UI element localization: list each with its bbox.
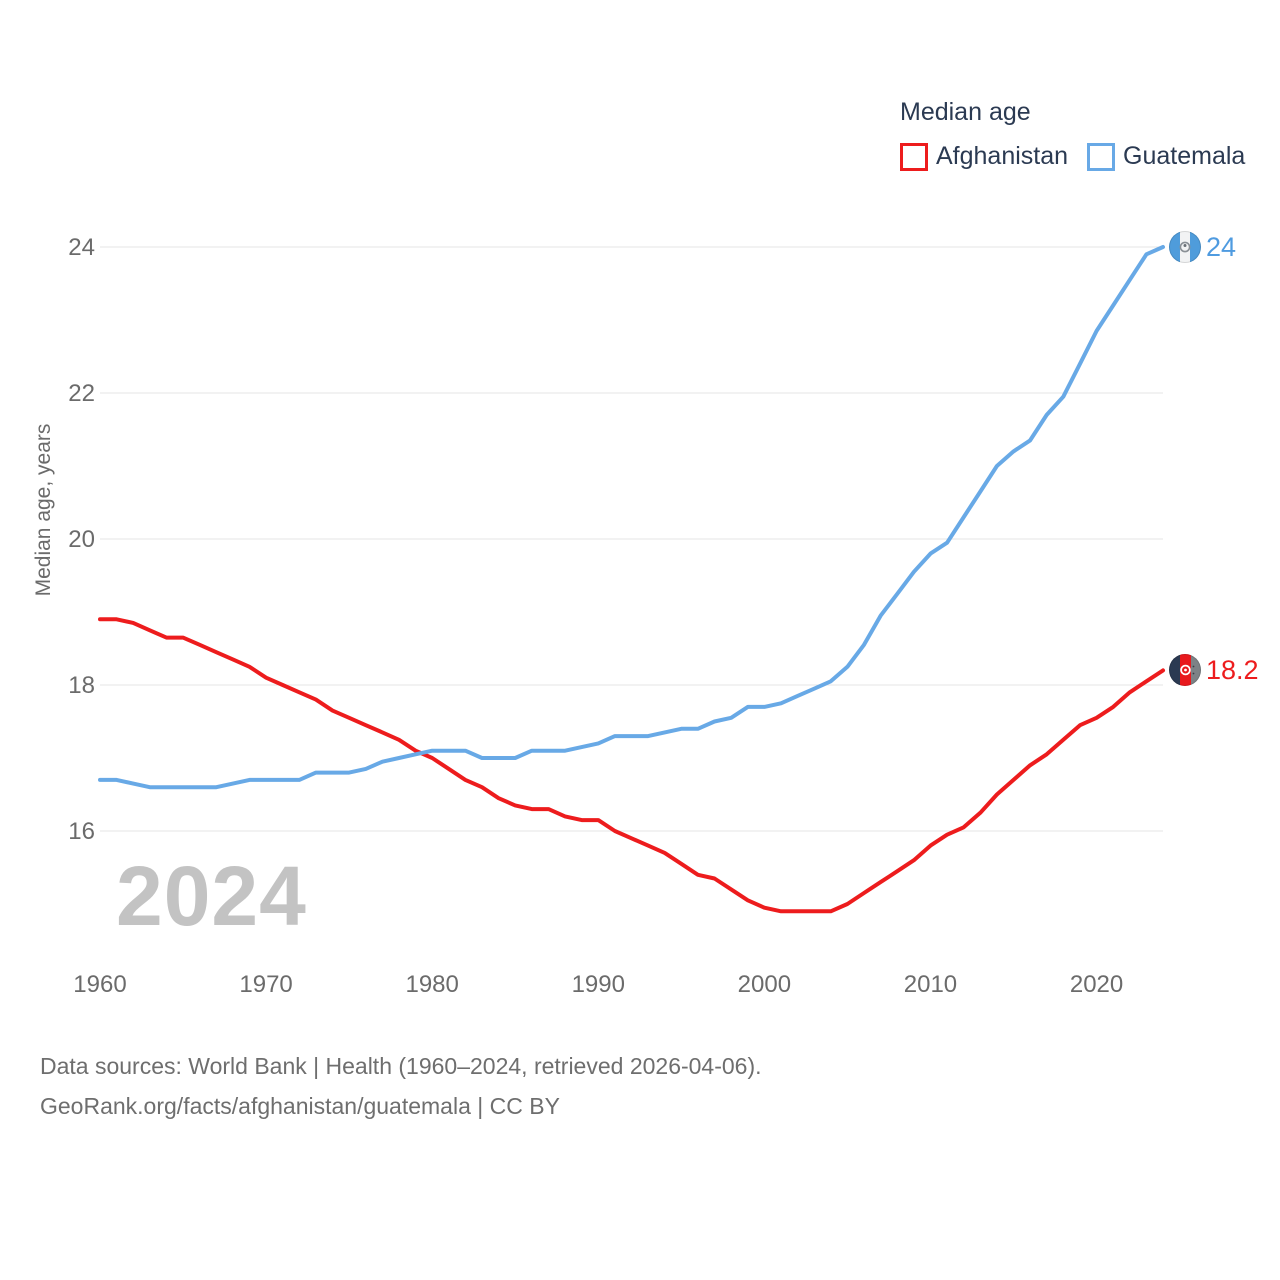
y-tick-24: 24 — [68, 234, 95, 261]
legend-item-guatemala[interactable]: Guatemala — [1087, 142, 1245, 171]
afghanistan-line[interactable] — [98, 617, 1165, 914]
afghanistan-flag-icon — [1169, 654, 1201, 686]
guatemala-line[interactable] — [98, 245, 1165, 790]
legend-row: Afghanistan Guatemala — [900, 142, 1245, 171]
y-tick-18: 18 — [68, 672, 95, 699]
legend-item-afghanistan[interactable]: Afghanistan — [900, 142, 1068, 171]
legend-label-guatemala: Guatemala — [1123, 142, 1246, 170]
afghanistan-swatch-icon — [900, 142, 928, 171]
y-tick-16: 16 — [68, 818, 95, 845]
x-tick-1960: 1960 — [73, 971, 126, 998]
x-tick-1980: 1980 — [405, 971, 458, 998]
x-tick-1970: 1970 — [239, 971, 292, 998]
guatemala-flag-icon — [1169, 231, 1201, 263]
legend: Median age Afghanistan Guatemala — [900, 98, 1245, 171]
y-tick-20: 20 — [68, 526, 95, 553]
x-tick-2020: 2020 — [1070, 971, 1123, 998]
legend-label-afghanistan: Afghanistan — [936, 142, 1069, 170]
chart-canvas: 16 18 20 22 24 1960 1970 1980 1990 2000 2010 2020 — [68, 234, 1165, 998]
year-watermark: 2024 — [116, 849, 307, 943]
guatemala-value-label: 24 — [1206, 232, 1237, 262]
y-tick-22: 22 — [68, 380, 95, 407]
x-tick-1990: 1990 — [572, 971, 625, 998]
footer: Data sources: World Bank | Health (1960–… — [40, 1046, 762, 1126]
guatemala-swatch-icon — [1087, 142, 1116, 171]
x-tick-2000: 2000 — [738, 971, 791, 998]
afghanistan-value-label: 18.2 — [1206, 655, 1259, 685]
x-tick-2010: 2010 — [904, 971, 957, 998]
footer-sources-line: Data sources: World Bank | Health (1960–… — [40, 1053, 762, 1079]
footer-attribution-line: GeoRank.org/facts/afghanistan/guatemala … — [40, 1093, 560, 1119]
legend-title: Median age — [900, 98, 1031, 126]
y-axis-title: Median age, years — [32, 423, 55, 597]
